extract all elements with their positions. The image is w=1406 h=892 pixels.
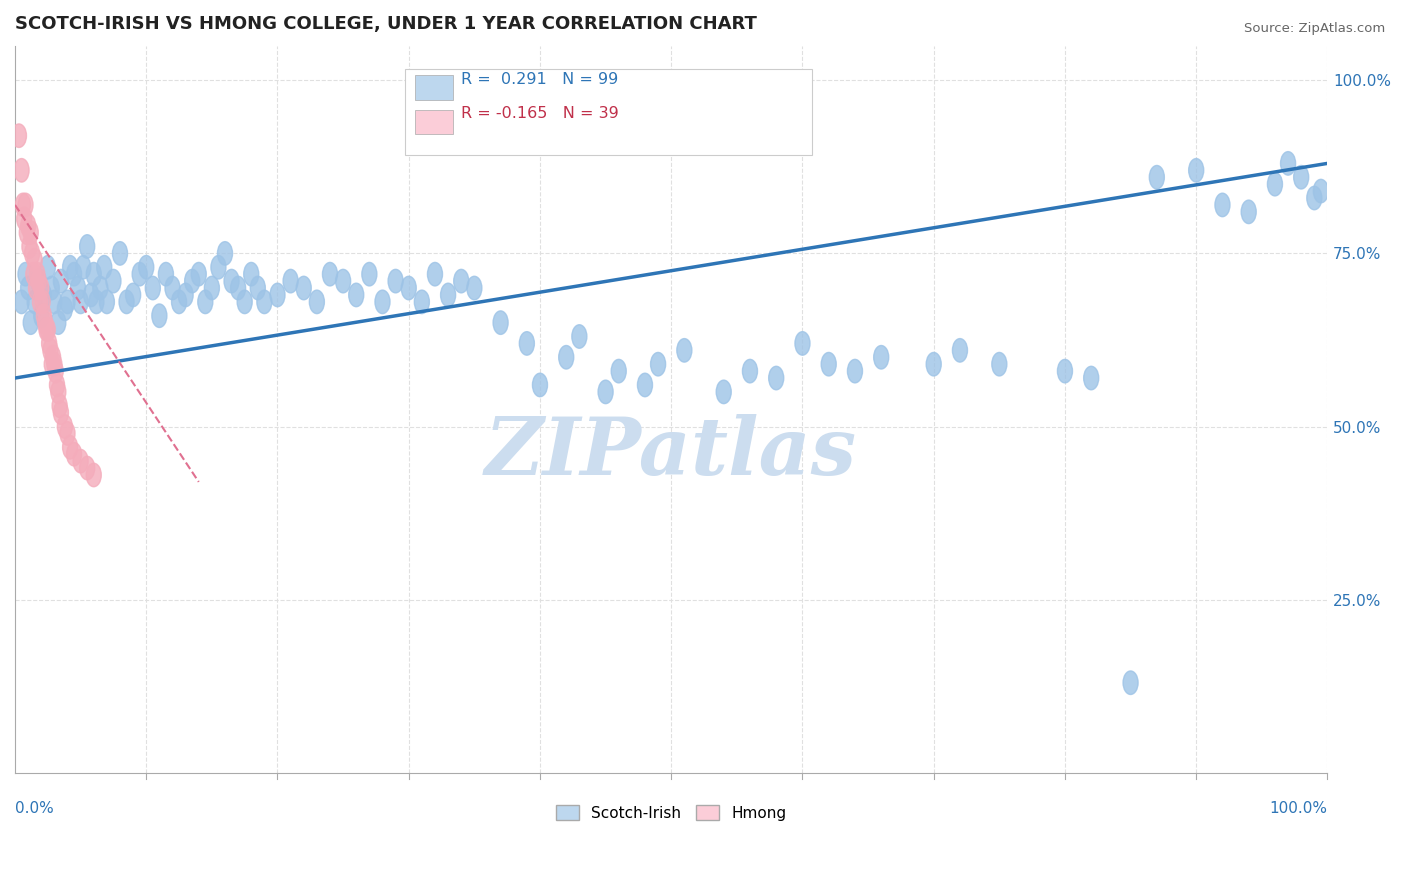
FancyBboxPatch shape xyxy=(415,76,453,100)
FancyBboxPatch shape xyxy=(405,69,811,154)
Text: ZIPatlas: ZIPatlas xyxy=(485,414,858,491)
Text: R =  0.291   N = 99: R = 0.291 N = 99 xyxy=(461,72,619,87)
Legend: Scotch-Irish, Hmong: Scotch-Irish, Hmong xyxy=(550,798,793,827)
Text: Source: ZipAtlas.com: Source: ZipAtlas.com xyxy=(1244,22,1385,36)
Text: R = -0.165   N = 39: R = -0.165 N = 39 xyxy=(461,106,619,121)
Text: SCOTCH-IRISH VS HMONG COLLEGE, UNDER 1 YEAR CORRELATION CHART: SCOTCH-IRISH VS HMONG COLLEGE, UNDER 1 Y… xyxy=(15,15,756,33)
FancyBboxPatch shape xyxy=(415,110,453,135)
Text: 100.0%: 100.0% xyxy=(1270,801,1327,815)
Text: 0.0%: 0.0% xyxy=(15,801,53,815)
